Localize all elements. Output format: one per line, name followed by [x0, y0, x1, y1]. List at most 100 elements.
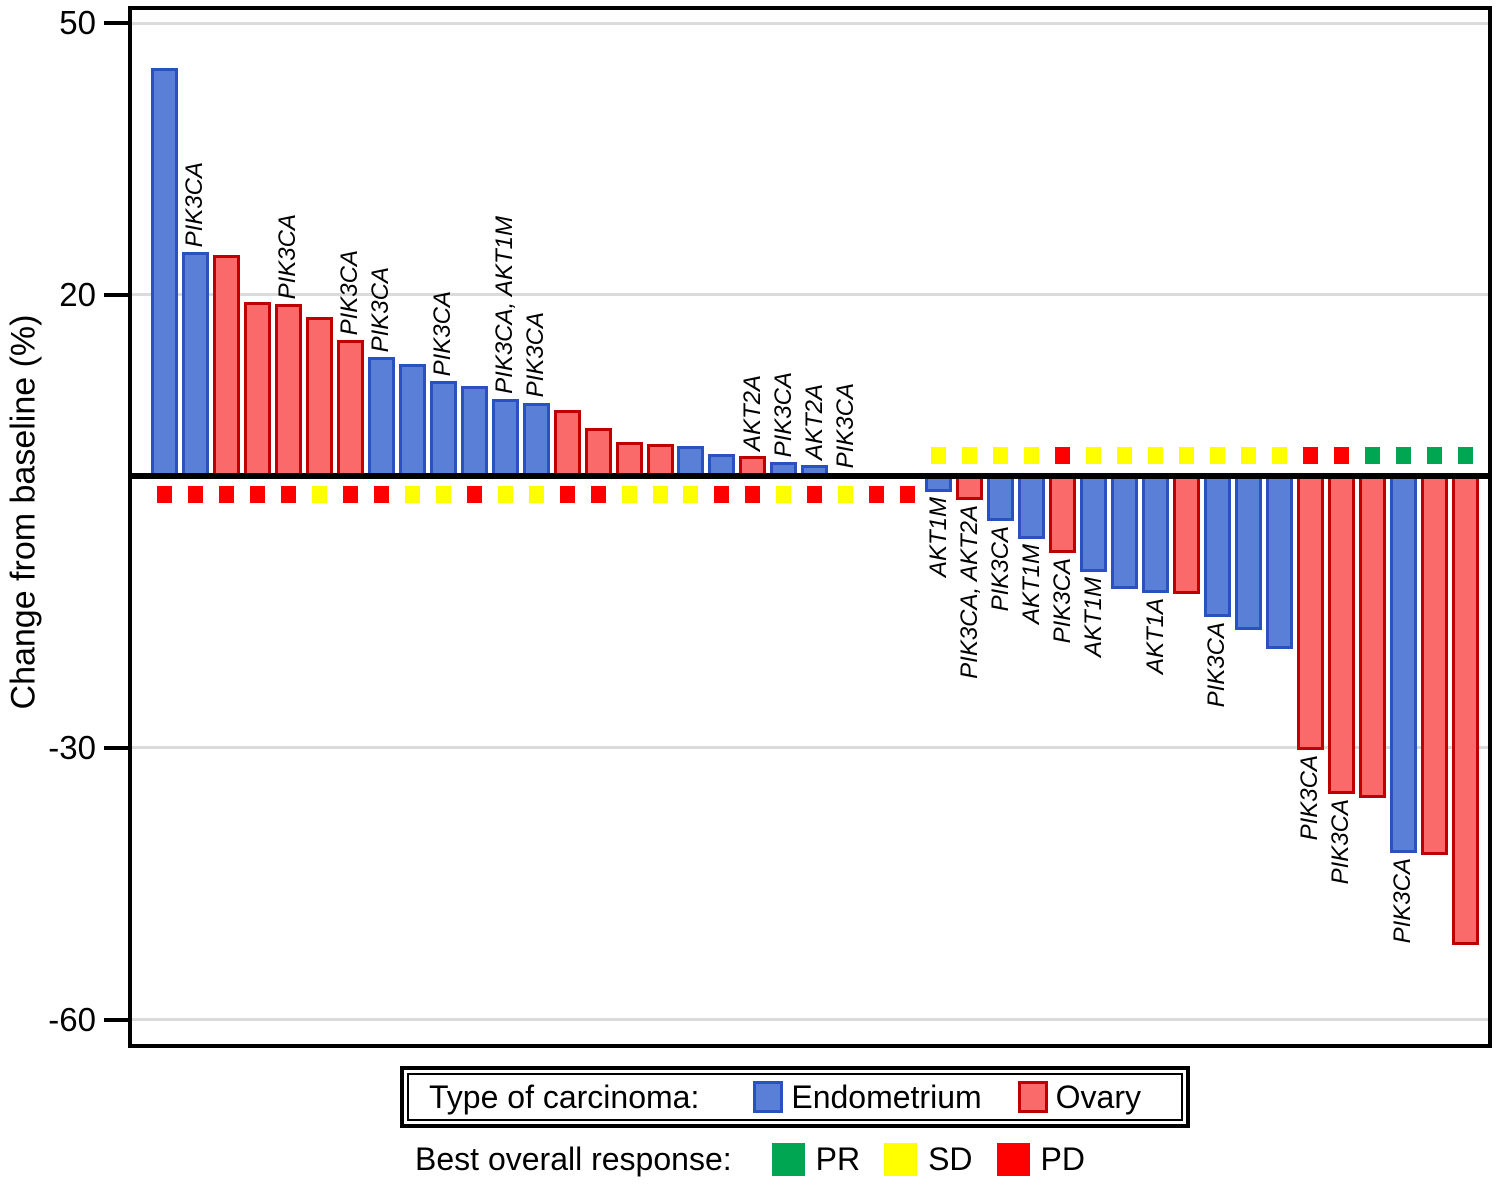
response-marker-pd — [807, 486, 823, 503]
mutation-label: PIK3CA — [336, 249, 364, 336]
y-tick-label: 20 — [59, 275, 96, 313]
bar-endometrium — [1265, 476, 1293, 650]
y-axis-tick — [104, 21, 128, 25]
gridline-50 — [132, 21, 1488, 25]
y-tick-label: 50 — [59, 4, 96, 41]
bar-endometrium — [1111, 476, 1139, 590]
ovary-label: Ovary — [1055, 1078, 1141, 1115]
response-marker-pd — [157, 486, 172, 503]
bar-ovary — [956, 476, 984, 501]
endometrium-swatch-icon — [753, 1081, 784, 1113]
response-marker-sd — [528, 486, 544, 503]
bar-ovary — [1296, 476, 1324, 750]
bar-ovary — [243, 302, 271, 476]
mutation-label: PIK3CA — [274, 213, 302, 299]
response-marker-sd — [1086, 447, 1102, 464]
bar-endometrium — [398, 363, 426, 476]
bar-ovary — [1173, 476, 1200, 594]
response-marker-sd — [435, 486, 451, 503]
response-marker-pd — [342, 486, 358, 503]
mutation-label: PIK3CA — [1327, 799, 1355, 885]
mutation-label: PIK3CA — [1048, 558, 1076, 644]
response-marker-sd — [1148, 447, 1164, 464]
y-axis-tick — [104, 745, 128, 750]
pd-swatch-icon — [996, 1142, 1030, 1176]
mutation-label: PIK3CA — [429, 290, 457, 376]
mutation-label: AKT2A — [800, 384, 828, 461]
response-marker-sd — [838, 486, 854, 503]
carcinoma-legend-item-endometrium: Endometrium — [753, 1079, 982, 1116]
response-marker-pr — [1364, 447, 1380, 464]
response-legend-item-sd: SD — [884, 1140, 973, 1178]
mutation-label: AKT1M — [1017, 544, 1045, 625]
response-marker-sd — [621, 486, 637, 503]
bar-endometrium — [151, 68, 178, 476]
mutation-label: PIK3CA — [367, 266, 395, 353]
sd-swatch-icon — [884, 1142, 918, 1176]
bar-ovary — [336, 340, 364, 476]
mutation-label: PIK3CA, AKT2A — [955, 505, 983, 680]
response-marker-pd — [187, 486, 203, 503]
response-marker-sd — [993, 447, 1009, 464]
response-marker-sd — [1240, 447, 1256, 464]
bar-endometrium — [491, 398, 519, 476]
response-marker-pd — [900, 486, 916, 503]
response-marker-sd — [776, 486, 792, 503]
response-legend: Best overall response: PR SD PD — [0, 1136, 1500, 1182]
mutation-label: PIK3CA — [181, 161, 209, 248]
mutation-label: AKT1M — [1079, 577, 1107, 658]
bar-ovary — [305, 317, 333, 476]
mutation-label: PIK3CA — [769, 372, 797, 458]
gridline--30 — [132, 746, 1488, 750]
bar-ovary — [212, 254, 240, 476]
pd-label: PD — [1040, 1140, 1085, 1177]
response-marker-pd — [714, 486, 730, 503]
bar-ovary — [646, 444, 674, 476]
response-marker-pd — [745, 486, 761, 503]
bar-ovary — [274, 303, 302, 476]
response-marker-pd — [1055, 447, 1071, 464]
mutation-label: PIK3CA — [831, 382, 859, 469]
response-marker-sd — [1271, 447, 1287, 464]
y-tick-label: -30 — [48, 728, 96, 766]
mutation-label: PIK3CA — [1296, 754, 1324, 840]
bar-endometrium — [181, 252, 209, 476]
bar-ovary — [1420, 476, 1448, 855]
bar-endometrium — [1018, 476, 1046, 540]
bar-ovary — [615, 441, 643, 476]
sd-label: SD — [928, 1140, 973, 1177]
bar-endometrium — [522, 402, 550, 476]
ovary-swatch-icon — [1017, 1081, 1048, 1113]
bar-endometrium — [1142, 476, 1170, 593]
pr-swatch-icon — [771, 1142, 805, 1176]
response-legend-item-pd: PD — [996, 1140, 1085, 1178]
response-marker-pr — [1426, 447, 1442, 464]
carcinoma-legend-inner: Type of carcinoma: Endometrium Ovary — [407, 1073, 1183, 1121]
response-marker-sd — [1024, 447, 1040, 464]
bar-endometrium — [987, 476, 1015, 522]
bar-endometrium — [429, 380, 457, 476]
zero-baseline — [132, 473, 1488, 479]
response-marker-pd — [373, 486, 389, 503]
y-axis-tick — [104, 292, 128, 297]
response-marker-pd — [466, 486, 482, 503]
bar-ovary — [553, 409, 581, 476]
y-tick-label: -60 — [48, 1000, 96, 1038]
response-marker-pd — [218, 486, 234, 503]
response-marker-pd — [1302, 447, 1318, 464]
mutation-label: AKT1M — [924, 497, 952, 578]
carcinoma-legend: Type of carcinoma: Endometrium Ovary — [400, 1066, 1190, 1128]
gridline--60 — [132, 1018, 1488, 1022]
response-marker-sd — [683, 486, 699, 503]
response-marker-sd — [1117, 447, 1133, 464]
response-marker-sd — [1179, 447, 1194, 464]
bar-endometrium — [677, 446, 705, 476]
carcinoma-legend-title: Type of carcinoma: — [429, 1078, 700, 1115]
response-marker-sd — [652, 486, 668, 503]
response-legend-title: Best overall response: — [415, 1140, 732, 1177]
response-marker-sd — [404, 486, 420, 503]
bar-ovary — [1358, 476, 1386, 798]
bar-endometrium — [1203, 476, 1231, 618]
response-marker-pd — [280, 486, 296, 503]
